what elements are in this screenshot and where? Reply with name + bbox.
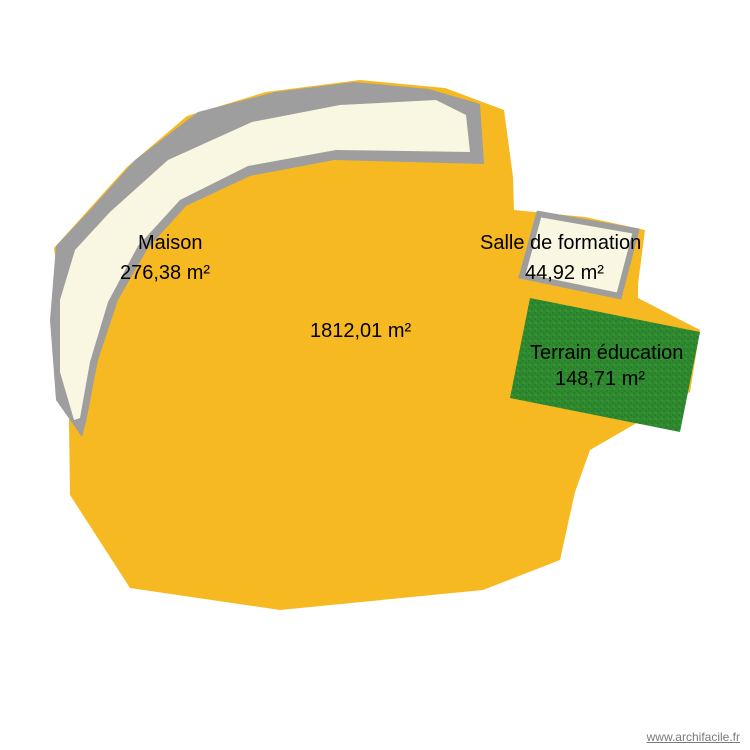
site-plan: Maison 276,38 m² 1812,01 m² Salle de for… xyxy=(0,0,750,750)
salle-label: Salle de formation xyxy=(480,232,641,255)
terrain-area-label: 148,71 m² xyxy=(555,368,645,391)
salle-area-label: 44,92 m² xyxy=(525,262,604,285)
maison-area-label: 276,38 m² xyxy=(120,262,210,285)
watermark-link[interactable]: www.archifacile.fr xyxy=(647,730,740,744)
land-area-label: 1812,01 m² xyxy=(310,320,411,343)
terrain-label: Terrain éducation xyxy=(530,342,683,365)
maison-label: Maison xyxy=(138,232,202,255)
